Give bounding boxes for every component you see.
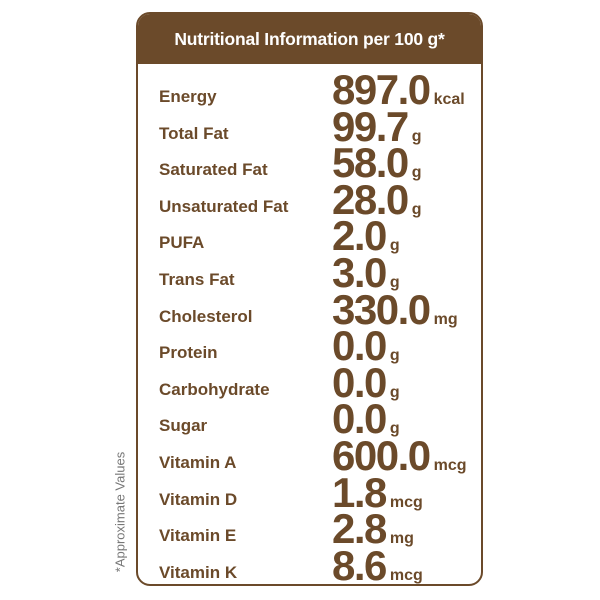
nutrient-amount: 3.0 <box>332 249 387 296</box>
nutrient-row: Vitamin K 8.6 mcg <box>138 542 481 584</box>
nutrient-unit: mcg <box>389 493 423 511</box>
nutrient-row: Saturated Fat 58.0 g <box>138 139 481 186</box>
nutrient-unit: mg <box>433 310 458 328</box>
nutrient-value: 0.0 g <box>332 359 400 407</box>
nutrient-unit: g <box>389 274 400 291</box>
nutrient-amount: 0.0 <box>332 358 387 406</box>
nutrient-amount: 0.0 <box>332 395 387 443</box>
nutrient-label: Carbohydrate <box>159 379 270 399</box>
nutrient-label: Protein <box>159 343 218 363</box>
nutrient-value: 2.8 mg <box>332 505 414 553</box>
nutrient-amount: 28.0 <box>332 175 409 223</box>
nutrient-label: Vitamin E <box>159 526 237 546</box>
nutrient-unit: g <box>389 383 400 401</box>
nutrient-unit: g <box>411 127 422 145</box>
nutrient-value: 99.7 g <box>332 103 422 151</box>
nutrient-amount: 897.0 <box>332 66 431 113</box>
nutrient-label: Total Fat <box>159 123 229 143</box>
nutrient-amount: 58.0 <box>332 139 409 187</box>
nutrient-value: 28.0 g <box>332 176 422 224</box>
nutrient-unit: kcal <box>433 91 465 108</box>
nutrient-row: Unsaturated Fat 28.0 g <box>138 176 481 223</box>
nutrient-label: Saturated Fat <box>159 160 268 180</box>
nutrient-label: Vitamin K <box>159 562 238 582</box>
nutrient-unit: mg <box>389 530 414 548</box>
nutrient-unit: g <box>411 200 422 218</box>
nutrient-row: Trans Fat 3.0 g <box>138 249 481 296</box>
nutrient-unit: g <box>389 420 400 438</box>
nutrient-row: Carbohydrate 0.0 g <box>138 359 481 406</box>
nutrient-label: Sugar <box>159 416 208 436</box>
approximate-values-note: *Approximate Values <box>112 451 128 573</box>
nutrient-label: Trans Fat <box>159 270 235 289</box>
nutrition-panel: Nutritional Information per 100 g* Energ… <box>136 12 483 586</box>
nutrient-value: 0.0 g <box>332 322 400 370</box>
nutrient-row: Protein 0.0 g <box>138 322 481 369</box>
nutrient-value: 897.0 kcal <box>332 66 465 114</box>
nutrient-amount: 330.0 <box>332 285 431 333</box>
nutrient-label: PUFA <box>159 233 205 253</box>
nutrient-label: Energy <box>159 87 217 106</box>
nutrient-value: 330.0 mg <box>332 286 458 334</box>
nutrient-row: Energy 897.0 kcal <box>138 66 481 113</box>
nutrient-value: 2.0 g <box>332 212 400 260</box>
nutrient-unit: g <box>389 237 400 255</box>
nutrient-amount: 600.0 <box>332 432 431 479</box>
nutrient-label: Unsaturated Fat <box>159 196 289 216</box>
nutrient-value: 3.0 g <box>332 249 400 297</box>
nutrient-row: Vitamin D 1.8 mcg <box>138 469 481 516</box>
nutrient-value: 58.0 g <box>332 139 422 187</box>
nutrient-value: 0.0 g <box>332 395 400 443</box>
nutrient-unit: mcg <box>433 457 467 474</box>
nutrient-row: Sugar 0.0 g <box>138 395 481 442</box>
nutrient-row: Vitamin E 2.8 mg <box>138 505 481 552</box>
nutrient-row: Cholesterol 330.0 mg <box>138 286 481 333</box>
nutrient-label: Cholesterol <box>159 306 253 326</box>
nutrient-unit: g <box>411 164 422 182</box>
nutrient-unit: mcg <box>389 566 423 584</box>
nutrient-amount: 8.6 <box>332 541 387 586</box>
nutrient-value: 8.6 mcg <box>332 541 423 586</box>
nutrient-row: Vitamin A 600.0 mcg <box>138 432 481 479</box>
nutrient-amount: 1.8 <box>332 468 387 516</box>
nutrient-amount: 99.7 <box>332 102 409 150</box>
nutrient-amount: 2.8 <box>332 505 387 553</box>
nutrient-unit: g <box>389 347 400 365</box>
nutrient-row: Total Fat 99.7 g <box>138 103 481 150</box>
nutrient-row: PUFA 2.0 g <box>138 212 481 259</box>
nutrient-amount: 0.0 <box>332 322 387 370</box>
nutrient-amount: 2.0 <box>332 212 387 260</box>
nutrient-label: Vitamin A <box>159 453 237 472</box>
nutrient-label: Vitamin D <box>159 489 238 509</box>
panel-title: Nutritional Information per 100 g* <box>138 14 481 64</box>
nutrient-value: 600.0 mcg <box>332 432 467 480</box>
nutrient-value: 1.8 mcg <box>332 469 423 517</box>
